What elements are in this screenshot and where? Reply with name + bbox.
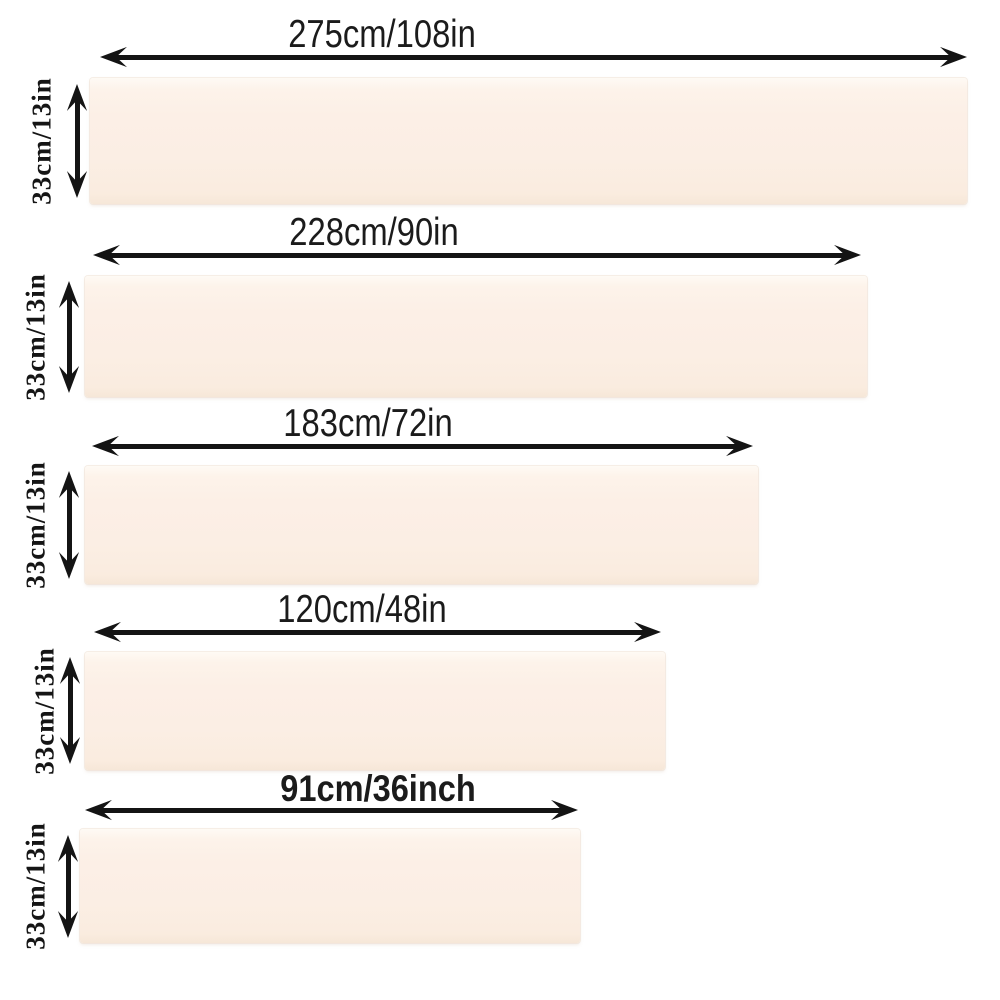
height-label: 33cm/13in xyxy=(20,822,51,950)
height-label: 33cm/13in xyxy=(20,461,51,589)
width-arrow-icon xyxy=(100,45,967,69)
arrow-line xyxy=(102,629,653,635)
arrow-line xyxy=(100,443,745,449)
width-arrow-icon xyxy=(92,434,753,458)
height-label: 33cm/13in xyxy=(26,77,57,205)
table-runner-bar xyxy=(85,276,867,397)
width-arrow-icon xyxy=(85,798,578,822)
width-label: 183cm/72in xyxy=(283,402,453,445)
table-runner-bar xyxy=(85,466,758,584)
height-label: 33cm/13in xyxy=(29,647,60,775)
arrow-line xyxy=(108,54,959,60)
height-arrow-icon xyxy=(57,281,81,393)
arrow-line xyxy=(67,665,73,756)
arrow-line xyxy=(101,252,853,258)
width-label: 275cm/108in xyxy=(288,13,476,56)
width-label: 228cm/90in xyxy=(289,211,459,254)
width-label: 120cm/48in xyxy=(277,588,447,631)
height-arrow-icon xyxy=(56,835,80,938)
width-arrow-icon xyxy=(93,243,861,267)
arrow-line xyxy=(66,289,72,385)
height-label: 33cm/13in xyxy=(20,273,51,401)
arrow-line xyxy=(66,479,72,571)
height-arrow-icon xyxy=(57,471,81,579)
width-arrow-icon xyxy=(94,620,661,644)
arrow-line xyxy=(93,807,570,813)
table-runner-bar xyxy=(80,829,580,943)
arrow-line xyxy=(65,843,71,930)
table-runner-bar xyxy=(90,78,967,204)
height-arrow-icon xyxy=(65,84,89,198)
table-runner-bar xyxy=(85,652,665,770)
width-label: 91cm/36inch xyxy=(280,768,476,809)
arrow-line xyxy=(74,92,80,190)
height-arrow-icon xyxy=(58,657,82,764)
